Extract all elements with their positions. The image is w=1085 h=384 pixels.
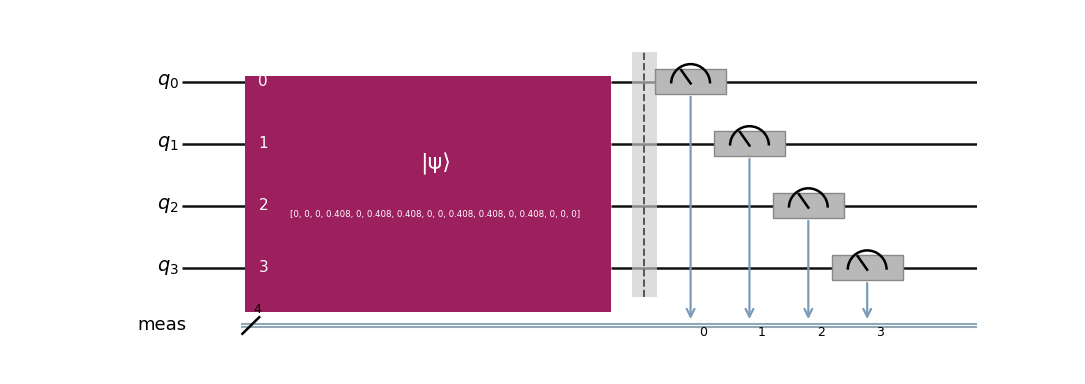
Text: 2: 2 — [258, 198, 268, 213]
Text: 3: 3 — [258, 260, 268, 275]
Text: 1: 1 — [757, 326, 766, 339]
Text: $q_{3}$: $q_{3}$ — [156, 258, 179, 277]
Text: $q_{2}$: $q_{2}$ — [156, 196, 178, 215]
Text: 1: 1 — [258, 136, 268, 151]
Text: 2: 2 — [817, 326, 825, 339]
Text: 0: 0 — [699, 326, 707, 339]
Text: $q_{0}$: $q_{0}$ — [156, 72, 179, 91]
Bar — [631, 52, 658, 298]
Bar — [714, 131, 784, 156]
Text: 4: 4 — [254, 303, 261, 316]
Text: 0: 0 — [258, 74, 268, 89]
Text: [0, 0, 0, 0.408, 0, 0.408, 0.408, 0, 0, 0.408, 0.408, 0, 0.408, 0, 0, 0]: [0, 0, 0, 0.408, 0, 0.408, 0.408, 0, 0, … — [290, 210, 580, 219]
Text: 3: 3 — [876, 326, 883, 339]
Text: $q_{1}$: $q_{1}$ — [156, 134, 178, 153]
Bar — [773, 193, 844, 218]
Bar — [655, 69, 726, 94]
Bar — [832, 255, 903, 280]
Text: |ψ⟩: |ψ⟩ — [420, 153, 450, 175]
Bar — [245, 76, 611, 312]
Text: meas: meas — [138, 316, 187, 334]
